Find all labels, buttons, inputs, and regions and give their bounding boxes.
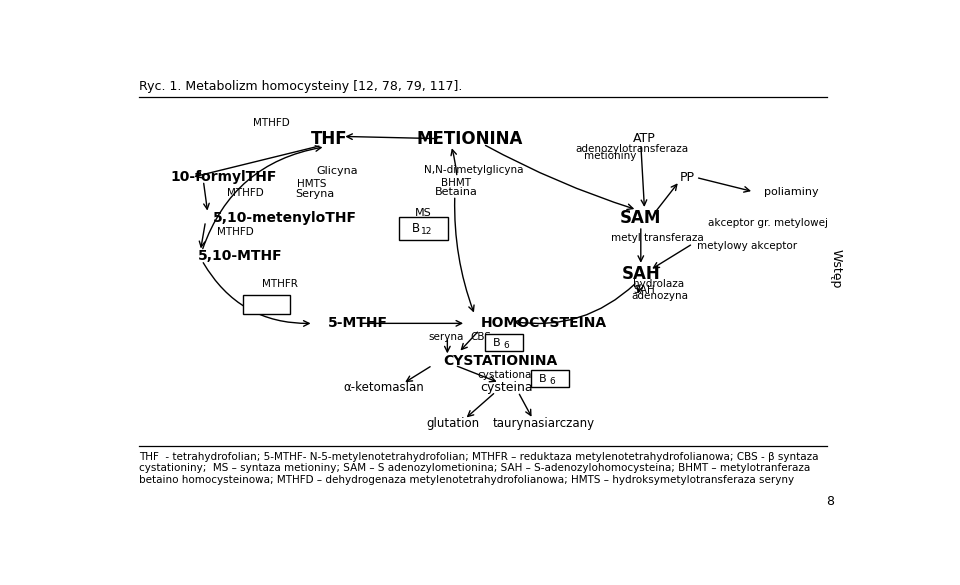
Text: SAH: SAH: [634, 285, 655, 295]
Text: hydrolaza: hydrolaza: [634, 278, 684, 289]
Text: 2: 2: [268, 302, 273, 312]
Text: MTHFD: MTHFD: [253, 118, 290, 128]
Text: MTHFD: MTHFD: [217, 228, 253, 238]
Text: 8: 8: [827, 495, 834, 508]
Text: Ryc. 1. Metabolizm homocysteiny [12, 78, 79, 117].: Ryc. 1. Metabolizm homocysteiny [12, 78,…: [138, 80, 462, 93]
Text: MTHFD: MTHFD: [227, 188, 263, 198]
FancyBboxPatch shape: [486, 334, 522, 351]
Text: N,N-dimetylglicyna: N,N-dimetylglicyna: [423, 165, 523, 175]
Text: 5,10-MTHF: 5,10-MTHF: [198, 249, 283, 263]
Text: cystationaza: cystationaza: [477, 370, 543, 380]
Text: taurynasiarczany: taurynasiarczany: [493, 417, 595, 431]
Text: cystationiny;  MS – syntaza metioniny; SAM – S adenozylometionina; SAH – S-adeno: cystationiny; MS – syntaza metioniny; SA…: [138, 463, 810, 473]
Text: adenozylotransferaza: adenozylotransferaza: [575, 143, 688, 154]
Text: poliaminy: poliaminy: [763, 187, 818, 197]
Text: 5,10-metenyloTHF: 5,10-metenyloTHF: [213, 211, 357, 225]
Text: 10-formylTHF: 10-formylTHF: [171, 170, 277, 184]
Text: metioniny: metioniny: [585, 151, 636, 161]
FancyBboxPatch shape: [532, 370, 568, 387]
Text: α-ketomaslan: α-ketomaslan: [344, 381, 424, 394]
Text: ATP: ATP: [634, 132, 656, 145]
Text: Wstęp: Wstęp: [830, 249, 843, 288]
Text: cysteina: cysteina: [481, 381, 533, 394]
Text: THF  - tetrahydrofolian; 5-MTHF- N-5-metylenotetrahydrofolian; MTHFR – reduktaza: THF - tetrahydrofolian; 5-MTHF- N-5-mety…: [138, 452, 818, 462]
Text: B: B: [412, 222, 420, 235]
Text: MS: MS: [415, 208, 432, 218]
Text: 6: 6: [503, 341, 509, 350]
Text: akceptor gr. metylowej: akceptor gr. metylowej: [708, 218, 828, 228]
Text: 12: 12: [420, 227, 432, 236]
Text: 5-MTHF: 5-MTHF: [328, 316, 388, 331]
Text: BHMT: BHMT: [442, 178, 471, 188]
Text: B: B: [492, 338, 500, 347]
Text: MTHFR: MTHFR: [262, 279, 298, 289]
Text: Seryna: Seryna: [296, 188, 334, 199]
Text: HMTS: HMTS: [298, 178, 326, 189]
Text: SAM: SAM: [620, 209, 661, 227]
Text: THF: THF: [311, 130, 348, 147]
Text: CYSTATIONINA: CYSTATIONINA: [444, 354, 558, 368]
FancyBboxPatch shape: [243, 294, 290, 314]
Text: B: B: [255, 298, 264, 311]
Text: Glicyna: Glicyna: [317, 166, 358, 176]
Text: SAH: SAH: [621, 265, 660, 283]
Text: CBS: CBS: [470, 332, 492, 342]
Text: B: B: [539, 374, 546, 384]
Text: metylowy akceptor: metylowy akceptor: [697, 241, 797, 251]
Text: METIONINA: METIONINA: [417, 130, 523, 147]
Text: seryna: seryna: [428, 332, 464, 342]
Text: HOMOCYSTEINA: HOMOCYSTEINA: [481, 316, 607, 331]
Text: betaino homocysteinowa; MTHFD – dehydrogenaza metylenotetrahydrofolianowa; HMTS : betaino homocysteinowa; MTHFD – dehydrog…: [138, 474, 794, 485]
Text: PP: PP: [680, 171, 694, 184]
Text: glutation: glutation: [427, 417, 480, 431]
Text: metyl transferaza: metyl transferaza: [611, 233, 704, 243]
Text: adenozyna: adenozyna: [632, 291, 689, 301]
FancyBboxPatch shape: [399, 218, 447, 240]
Text: 6: 6: [549, 377, 555, 386]
Text: Betaina: Betaina: [435, 187, 478, 197]
